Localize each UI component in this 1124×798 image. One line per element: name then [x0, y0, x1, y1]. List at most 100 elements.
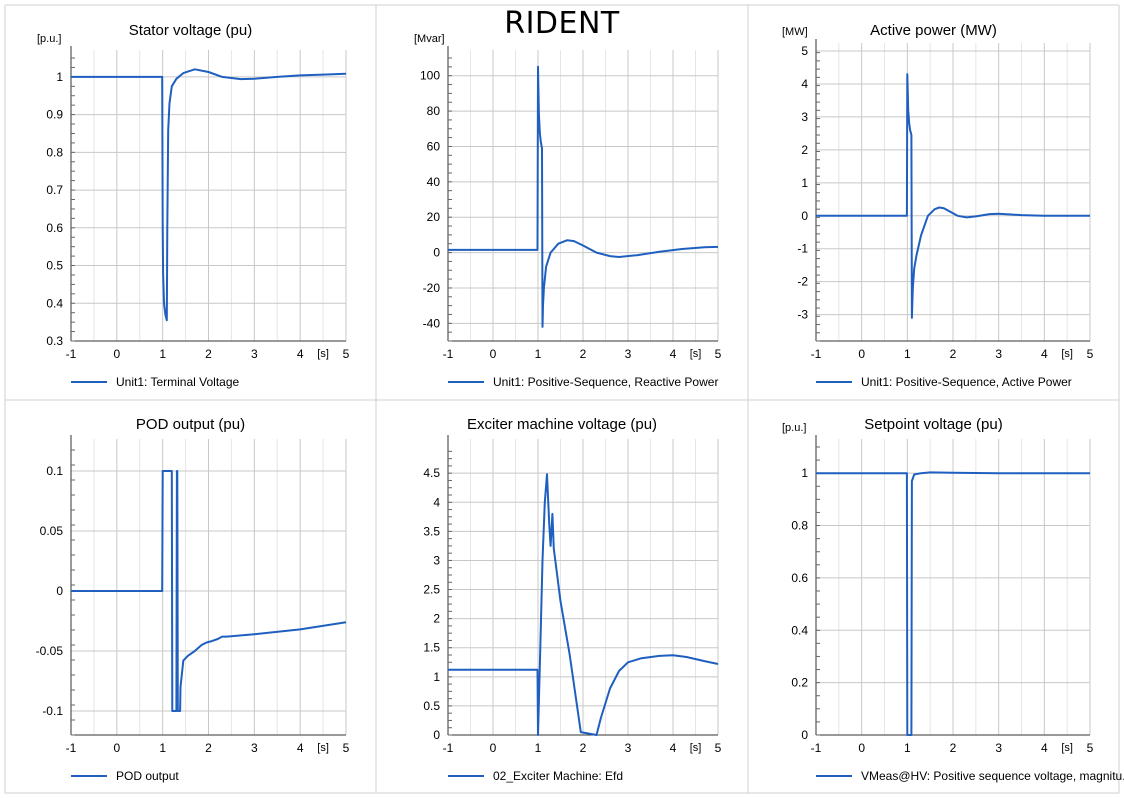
- x-tick-label: 4: [670, 347, 677, 361]
- x-axis-unit: [s]: [1061, 742, 1073, 754]
- x-tick-label: 0: [858, 347, 865, 361]
- chart-title: POD output (pu): [136, 416, 245, 433]
- x-tick-label: 5: [715, 741, 722, 755]
- x-tick-label: 1: [904, 347, 911, 361]
- x-tick-label: 3: [625, 741, 632, 755]
- x-tick-label: 4: [670, 741, 677, 755]
- x-tick-label: 4: [1041, 347, 1048, 361]
- y-tick-label: 0.5: [423, 699, 440, 713]
- x-tick-label: 0: [490, 741, 497, 755]
- x-tick-label: 4: [1041, 741, 1048, 755]
- x-axis-unit: [s]: [317, 742, 329, 754]
- y-tick-label: 1.5: [423, 641, 440, 655]
- y-tick-label: 0: [801, 209, 808, 223]
- legend-label: Unit1: Positive-Sequence, Reactive Power: [493, 375, 718, 389]
- x-tick-label: 5: [343, 347, 350, 361]
- y-tick-label: 60: [427, 139, 441, 153]
- y-tick-label: -2: [797, 275, 808, 289]
- series-line: [71, 68, 347, 322]
- x-tick-label: -1: [443, 741, 454, 755]
- y-axis-unit: [p.u.]: [37, 33, 61, 45]
- y-tick-label: 0: [433, 246, 440, 260]
- y-tick-label: 2: [801, 143, 808, 157]
- y-tick-label: 0.2: [791, 676, 808, 690]
- y-tick-label: 80: [427, 104, 441, 118]
- x-tick-label: 3: [995, 347, 1002, 361]
- y-tick-label: 1: [801, 176, 808, 190]
- chart-title: Stator voltage (pu): [129, 22, 252, 39]
- x-tick-label: 1: [904, 741, 911, 755]
- x-tick-label: 1: [535, 741, 542, 755]
- y-tick-label: 0.7: [46, 183, 63, 197]
- y-tick-label: 3: [433, 553, 440, 567]
- y-tick-label: 0.8: [46, 145, 63, 159]
- chart-title: Active power (MW): [870, 22, 997, 39]
- y-axis-unit: [MW]: [782, 26, 808, 38]
- chart-title: Exciter machine voltage (pu): [467, 416, 657, 433]
- y-tick-label: 3.5: [423, 524, 440, 538]
- x-tick-label: 0: [858, 741, 865, 755]
- legend-label: 02_Exciter Machine: Efd: [493, 769, 623, 783]
- page-title: RIDENT: [504, 6, 620, 41]
- y-tick-label: 2.5: [423, 583, 440, 597]
- x-axis-unit: [s]: [690, 348, 702, 360]
- y-tick-label: -0.05: [36, 644, 64, 658]
- x-tick-label: 5: [1087, 347, 1094, 361]
- y-tick-label: 5: [801, 44, 808, 58]
- x-axis-unit: [s]: [1061, 348, 1073, 360]
- x-tick-label: -1: [66, 741, 77, 755]
- series-line: [71, 470, 347, 712]
- x-tick-label: -1: [811, 347, 822, 361]
- x-tick-label: 1: [535, 347, 542, 361]
- series-line: [816, 73, 1090, 319]
- y-tick-label: -1: [797, 242, 808, 256]
- y-tick-label: 0.3: [46, 334, 63, 348]
- x-tick-label: 3: [251, 347, 258, 361]
- x-tick-label: 3: [995, 741, 1002, 755]
- y-tick-label: 1: [801, 466, 808, 480]
- y-tick-label: 4: [801, 77, 808, 91]
- y-tick-label: 20: [427, 210, 441, 224]
- y-tick-label: 2: [433, 612, 440, 626]
- y-tick-label: 0: [801, 728, 808, 742]
- x-tick-label: 5: [343, 741, 350, 755]
- y-tick-label: 0.4: [791, 623, 808, 637]
- y-tick-label: 4: [433, 495, 440, 509]
- x-tick-label: 0: [113, 741, 120, 755]
- y-axis-unit: [p.u.]: [782, 422, 806, 434]
- y-tick-label: -0.1: [42, 704, 63, 718]
- x-tick-label: 2: [205, 741, 212, 755]
- x-tick-label: -1: [443, 347, 454, 361]
- y-tick-label: 4.5: [423, 466, 440, 480]
- y-tick-label: -40: [423, 316, 441, 330]
- legend-label: Unit1: Terminal Voltage: [116, 375, 240, 389]
- y-tick-label: -20: [423, 281, 441, 295]
- x-tick-label: 3: [625, 347, 632, 361]
- x-tick-label: -1: [66, 347, 77, 361]
- x-tick-label: 2: [580, 741, 587, 755]
- series-line: [816, 471, 1090, 736]
- x-tick-label: 4: [297, 741, 304, 755]
- y-tick-label: 0.9: [46, 108, 63, 122]
- y-tick-label: -3: [797, 308, 808, 322]
- x-tick-label: -1: [811, 741, 822, 755]
- series-line: [448, 473, 719, 736]
- y-tick-label: 0.5: [46, 259, 63, 273]
- y-tick-label: 0.1: [46, 464, 63, 478]
- series-line: [448, 65, 719, 328]
- y-tick-label: 100: [420, 69, 440, 83]
- y-tick-label: 0.8: [791, 519, 808, 533]
- y-tick-label: 1: [56, 70, 63, 84]
- y-tick-label: 0.6: [46, 221, 63, 235]
- y-tick-label: 0.6: [791, 571, 808, 585]
- y-tick-label: 0: [433, 728, 440, 742]
- y-tick-label: 1: [433, 670, 440, 684]
- y-tick-label: 3: [801, 110, 808, 124]
